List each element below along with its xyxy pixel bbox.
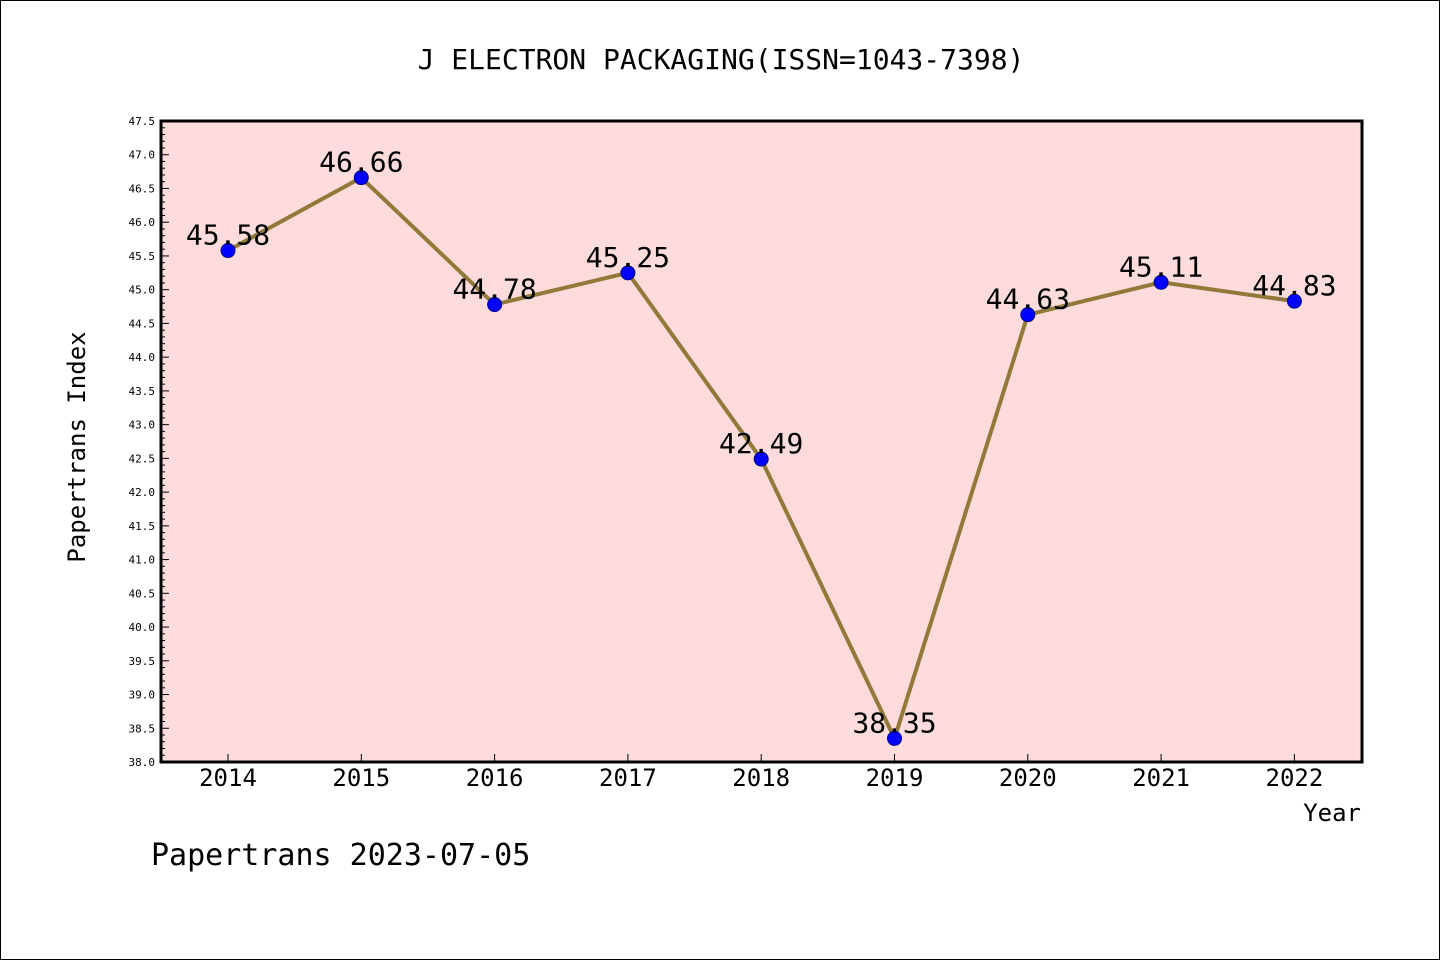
plot-area bbox=[161, 121, 1362, 762]
plot-border bbox=[159, 119, 1364, 764]
data-point-marker bbox=[1286, 293, 1302, 309]
x-tick-label: 2021 bbox=[1132, 764, 1190, 792]
y-tick-label: 46.0 bbox=[129, 216, 156, 229]
x-tick-label: 2016 bbox=[466, 764, 524, 792]
y-tick-label: 43.5 bbox=[129, 385, 156, 398]
series-line-group bbox=[220, 170, 1302, 746]
y-tick-label: 43.0 bbox=[129, 419, 156, 432]
x-tick-label: 2017 bbox=[599, 764, 657, 792]
data-label: 42.49 bbox=[719, 427, 803, 460]
y-tick-label: 45.5 bbox=[129, 250, 156, 263]
y-tick-label: 38.5 bbox=[129, 722, 156, 735]
x-axis: 2014 2015 2016 2017 2018 2019 2020 2021 2022 bbox=[199, 754, 1323, 792]
x-tick-label: 2020 bbox=[999, 764, 1057, 792]
x-axis-label: Year bbox=[1303, 799, 1361, 827]
data-point-marker bbox=[1153, 274, 1169, 290]
y-axis-label: Papertrans Index bbox=[63, 331, 91, 562]
y-tick-label: 39.0 bbox=[129, 689, 156, 702]
data-point-marker bbox=[353, 170, 369, 186]
y-tick-label: 47.0 bbox=[129, 149, 156, 162]
data-point-marker bbox=[220, 243, 236, 259]
y-tick-label: 42.5 bbox=[129, 452, 156, 465]
y-tick-label: 38.0 bbox=[129, 756, 156, 769]
data-label: 45.11 bbox=[1119, 250, 1203, 283]
data-point-marker bbox=[1020, 307, 1036, 323]
y-tick-label: 47.5 bbox=[129, 115, 156, 128]
x-tick-label: 2019 bbox=[866, 764, 924, 792]
data-point-marker bbox=[620, 265, 636, 281]
y-tick-label: 41.5 bbox=[129, 520, 156, 533]
chart-title: J ELECTRON PACKAGING(ISSN=1043-7398) bbox=[418, 43, 1025, 76]
data-labels-group: 45.58 46.66 44.78 45.25 42.49 38.35 44.63 45.11… bbox=[186, 146, 1337, 740]
data-point-marker bbox=[487, 297, 503, 313]
data-point-marker bbox=[887, 730, 902, 746]
data-label: 38.35 bbox=[852, 706, 936, 739]
y-tick-label: 41.0 bbox=[129, 554, 156, 567]
y-tick-label: 39.5 bbox=[129, 655, 156, 668]
data-label: 46.66 bbox=[319, 146, 403, 179]
x-tick-label: 2015 bbox=[332, 764, 390, 792]
y-tick-label: 44.0 bbox=[129, 351, 156, 364]
data-label: 44.78 bbox=[452, 273, 536, 306]
x-tick-label: 2022 bbox=[1266, 764, 1324, 792]
y-tick-label: 44.5 bbox=[129, 317, 156, 330]
y-tick-label: 42.0 bbox=[129, 486, 156, 499]
data-point-marker bbox=[753, 451, 769, 467]
data-label: 44.63 bbox=[986, 283, 1070, 316]
y-axis: 38.0 38.5 39.0 39.5 40.0 40.5 41.0 41.5 42.0 42.5… bbox=[129, 115, 169, 769]
y-tick-label: 45.0 bbox=[129, 284, 156, 297]
data-label: 44.83 bbox=[1252, 269, 1336, 302]
data-label: 45.25 bbox=[586, 241, 670, 274]
x-tick-label: 2014 bbox=[199, 764, 257, 792]
y-tick-label: 40.0 bbox=[129, 621, 156, 634]
x-tick-label: 2018 bbox=[732, 764, 790, 792]
y-tick-label: 46.5 bbox=[129, 182, 156, 195]
data-label: 45.58 bbox=[186, 219, 270, 252]
y-tick-label: 40.5 bbox=[129, 587, 156, 600]
footer-source-date: Papertrans 2023-07-05 bbox=[151, 838, 530, 873]
